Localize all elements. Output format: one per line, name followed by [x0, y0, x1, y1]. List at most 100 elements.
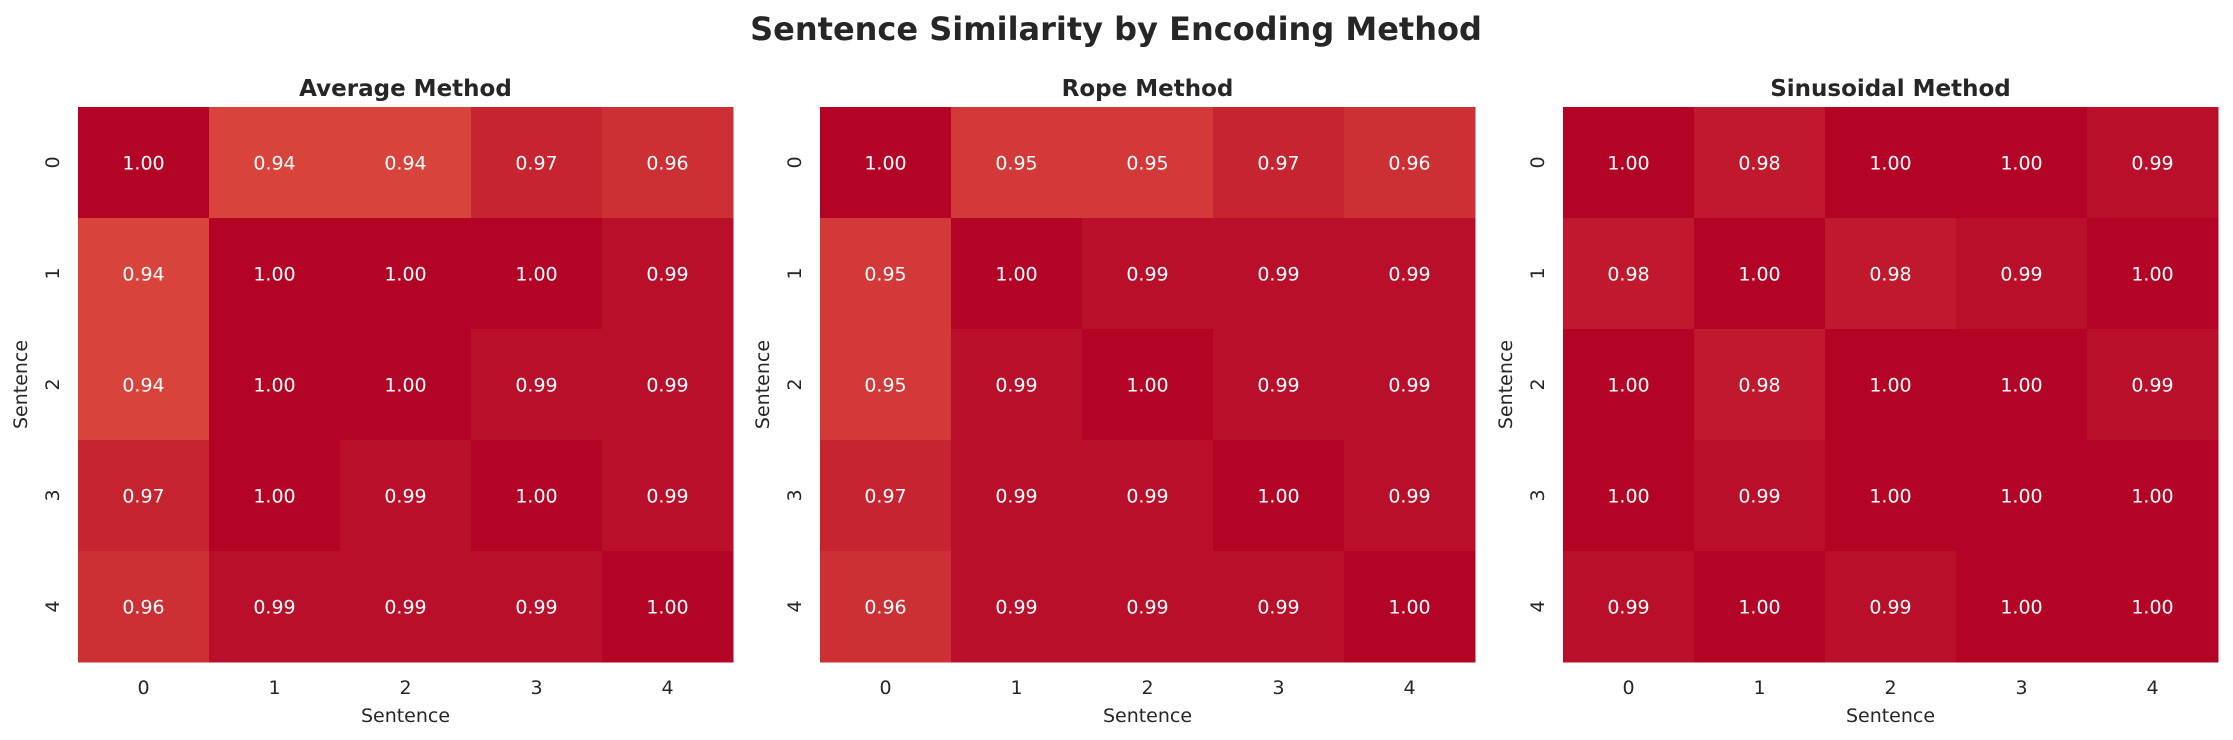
cell-value-label: 0.99: [2131, 375, 2173, 397]
cell-value-label: 1.00: [646, 597, 688, 619]
heatmap-cell: [78, 329, 210, 441]
heatmap-cell: [1694, 440, 1826, 552]
cell-value-label: 1.00: [1869, 486, 1911, 508]
cell-value-label: 0.99: [515, 597, 557, 619]
y-tick-label: 1: [1527, 267, 1549, 279]
y-tick-label: 2: [42, 378, 64, 390]
heatmap-cell: [602, 440, 734, 552]
heatmap-cell: [340, 107, 472, 219]
cell-value-label: 1.00: [1869, 153, 1911, 175]
heatmap-cell: [2087, 107, 2219, 219]
cell-value-label: 1.00: [1738, 264, 1780, 286]
cell-value-label: 0.96: [1388, 153, 1430, 175]
x-tick-label: 3: [2015, 677, 2027, 699]
heatmap-cell: [1082, 218, 1214, 330]
heatmap-cell: [471, 551, 603, 663]
x-tick-label: 2: [1141, 677, 1153, 699]
heatmap-cell: [951, 329, 1083, 441]
heatmap-cell: [1344, 440, 1476, 552]
y-tick-label: 2: [1527, 378, 1549, 390]
heatmap-cell: [602, 107, 734, 219]
heatmap-cell: [820, 107, 952, 219]
cell-value-label: 0.98: [1738, 375, 1780, 397]
cell-value-label: 0.99: [1257, 375, 1299, 397]
heatmap-cell: [951, 107, 1083, 219]
heatmap-cell: [1213, 551, 1345, 663]
heatmap-cell: [1563, 218, 1695, 330]
heatmap-cell: [471, 329, 603, 441]
heatmap-cell: [1956, 329, 2088, 441]
x-tick-label: 0: [137, 677, 149, 699]
y-tick-label: 4: [784, 600, 806, 612]
heatmap-cell: [1344, 107, 1476, 219]
cell-value-label: 1.00: [995, 264, 1037, 286]
heatmap-cell: [2087, 329, 2219, 441]
cell-value-label: 0.99: [1257, 264, 1299, 286]
cell-value-label: 0.97: [1257, 153, 1299, 175]
heatmap-cell: [820, 551, 952, 663]
y-tick-label: 3: [42, 489, 64, 501]
y-tick-label: 2: [784, 378, 806, 390]
heatmap-cell: [471, 440, 603, 552]
cell-value-label: 1.00: [1388, 597, 1430, 619]
y-tick-label: 1: [784, 267, 806, 279]
heatmap-cell: [1082, 551, 1214, 663]
heatmap-cell: [1563, 329, 1695, 441]
y-axis-label: Sentence: [10, 340, 32, 429]
cell-value-label: 0.99: [384, 597, 426, 619]
heatmap-cell: [820, 440, 952, 552]
cell-value-label: 1.00: [2000, 597, 2042, 619]
heatmap-cell: [1213, 218, 1345, 330]
heatmap-cell: [602, 329, 734, 441]
heatmap-cell: [1344, 551, 1476, 663]
cell-value-label: 1.00: [253, 375, 295, 397]
cell-value-label: 0.98: [1869, 264, 1911, 286]
cell-value-label: 1.00: [2131, 264, 2173, 286]
cell-value-label: 0.99: [995, 486, 1037, 508]
heatmap-cell: [1082, 329, 1214, 441]
cell-value-label: 0.99: [515, 375, 557, 397]
y-tick-label: 1: [42, 267, 64, 279]
y-axis-label: Sentence: [1495, 340, 1517, 429]
heatmap-cell: [1825, 551, 1957, 663]
x-tick-label: 4: [661, 677, 673, 699]
cell-value-label: 1.00: [2000, 153, 2042, 175]
x-axis-label: Sentence: [361, 705, 450, 727]
heatmap-cell: [340, 440, 472, 552]
heatmap-cell: [1563, 107, 1695, 219]
cell-value-label: 0.95: [864, 375, 906, 397]
heatmap-panel: Average Method 1.00 0.94 0.94 0.97 0.96 0.94 1.…: [10, 76, 734, 727]
cell-value-label: 1.00: [1257, 486, 1299, 508]
cell-value-label: 1.00: [1607, 375, 1649, 397]
cell-value-label: 0.99: [1126, 597, 1168, 619]
x-tick-label: 0: [1622, 677, 1634, 699]
x-tick-label: 2: [1884, 677, 1896, 699]
heatmap-cell: [209, 440, 341, 552]
heatmap-cell: [1694, 551, 1826, 663]
cell-value-label: 0.94: [122, 375, 164, 397]
heatmap-cell: [1825, 107, 1957, 219]
cell-value-label: 0.99: [646, 486, 688, 508]
panel-title: Average Method: [299, 76, 512, 102]
cell-value-label: 0.99: [1607, 597, 1649, 619]
cell-value-label: 0.97: [122, 486, 164, 508]
cell-value-label: 0.94: [122, 264, 164, 286]
heatmap-cell: [1694, 218, 1826, 330]
heatmap-cell: [2087, 440, 2219, 552]
heatmap-cell: [340, 218, 472, 330]
heatmap-cell: [1694, 107, 1826, 219]
x-axis-label: Sentence: [1846, 705, 1935, 727]
cell-value-label: 1.00: [1607, 153, 1649, 175]
heatmap-cell: [1344, 218, 1476, 330]
cell-value-label: 0.94: [253, 153, 295, 175]
figure-title: Sentence Similarity by Encoding Method: [750, 10, 1482, 48]
cell-value-label: 0.98: [1738, 153, 1780, 175]
heatmap-cell: [1825, 440, 1957, 552]
heatmap-cell: [2087, 218, 2219, 330]
heatmap-cell: [1694, 329, 1826, 441]
cell-value-label: 0.99: [1738, 486, 1780, 508]
heatmap-panels: Average Method 1.00 0.94 0.94 0.97 0.96 0.94 1.…: [10, 76, 2219, 727]
x-tick-label: 2: [399, 677, 411, 699]
cell-value-label: 1.00: [1126, 375, 1168, 397]
